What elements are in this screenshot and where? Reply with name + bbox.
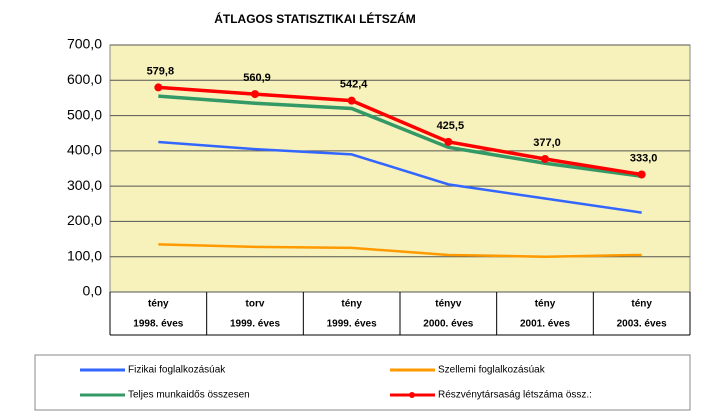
x-tick-label: 1998. éves [133, 319, 183, 330]
series-line [158, 243, 642, 258]
legend-label: Részvénytársaság létszáma össz.: [438, 390, 592, 401]
series-line [158, 85, 642, 177]
x-tick-label: 1999. éves [230, 319, 280, 330]
y-tick-label: 300,0 [67, 177, 102, 193]
legend-box [34, 354, 691, 411]
x-tick-label: tény [148, 299, 169, 310]
y-tick-label: 0,0 [83, 283, 103, 299]
x-tick-label: torv [246, 299, 265, 310]
legend-label: Teljes munkaidős összesen [128, 390, 250, 401]
data-label: 560,9 [243, 72, 271, 84]
marker [154, 83, 163, 92]
x-tick-label: 1999. éves [327, 319, 377, 330]
x-tick-label: tény [535, 299, 556, 310]
x-tick-label: tényv [435, 299, 462, 310]
y-tick-label: 500,0 [67, 106, 102, 122]
y-tick-label: 600,0 [67, 71, 102, 87]
data-label: 333,0 [630, 152, 658, 164]
legend-label: Fizikai foglalkozásúak [128, 365, 226, 376]
legend-marker [409, 392, 415, 398]
x-tick-label: 2001. éves [520, 319, 570, 330]
chart-title: ÁTLAGOS STATISZTIKAI LÉTSZÁM [214, 11, 416, 26]
data-label: 542,4 [340, 79, 368, 91]
y-tick-label: 700,0 [67, 36, 102, 52]
marker [541, 154, 549, 163]
series-line [158, 140, 642, 214]
x-tick-label: tény [341, 299, 362, 310]
marker [444, 137, 453, 146]
data-label: 377,0 [533, 137, 561, 149]
y-tick-label: 400,0 [67, 142, 102, 158]
y-tick-label: 200,0 [67, 212, 102, 228]
legend-label: Szellemi foglalkozásúak [438, 365, 546, 376]
marker [637, 170, 646, 179]
data-label: 579,8 [147, 65, 175, 77]
marker [347, 96, 356, 105]
marker [251, 90, 259, 99]
data-label: 425,5 [437, 120, 465, 132]
series-line [158, 94, 642, 178]
x-tick-label: 2000. éves [423, 319, 473, 330]
x-tick-label: 2003. éves [617, 319, 667, 330]
x-tick-label: tény [631, 299, 652, 310]
y-tick-label: 100,0 [67, 247, 102, 263]
